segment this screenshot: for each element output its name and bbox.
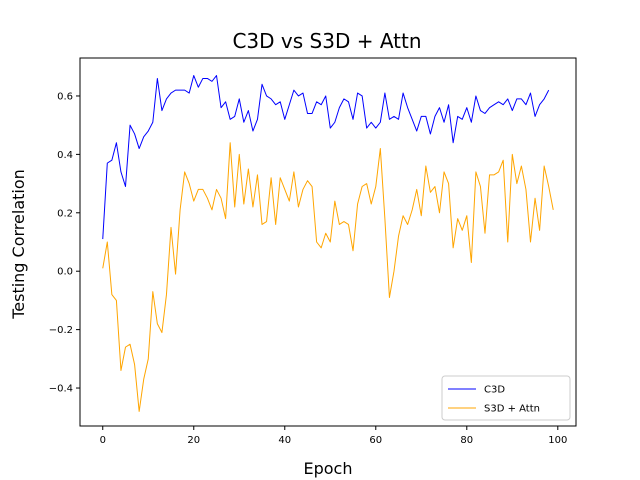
x-tick-label: 20 [187, 435, 200, 446]
x-tick-label: 80 [460, 435, 473, 446]
y-axis-label: Testing Correlation [9, 169, 28, 320]
series-line-s3d-attn [102, 142, 554, 412]
x-axis-label: Epoch [304, 459, 353, 478]
y-axis: −0.4 −0.2 0.0 0.2 0.4 0.6 [49, 91, 80, 395]
legend: C3D S3D + Attn [441, 375, 571, 421]
y-tick-label: 0.6 [57, 91, 73, 102]
y-tick-label: −0.2 [49, 325, 73, 336]
y-tick-label: −0.4 [49, 384, 73, 395]
legend-box [441, 375, 571, 421]
series-lines [102, 75, 554, 412]
x-tick-label: 40 [278, 435, 291, 446]
series-line-c3d [102, 75, 550, 240]
legend-label: S3D + Attn [484, 404, 540, 415]
x-tick-label: 60 [369, 435, 382, 446]
chart-title: C3D vs S3D + Attn [232, 29, 421, 53]
legend-label: C3D [484, 385, 505, 396]
x-axis: 0 20 40 60 80 100 [100, 426, 567, 446]
y-tick-label: 0.4 [57, 150, 73, 161]
x-tick-label: 100 [548, 435, 567, 446]
x-tick-label: 0 [100, 435, 106, 446]
axes-frame [79, 57, 577, 427]
plot-area [102, 75, 554, 412]
y-tick-label: 0.2 [57, 208, 73, 219]
y-tick-label: 0.0 [57, 267, 73, 278]
